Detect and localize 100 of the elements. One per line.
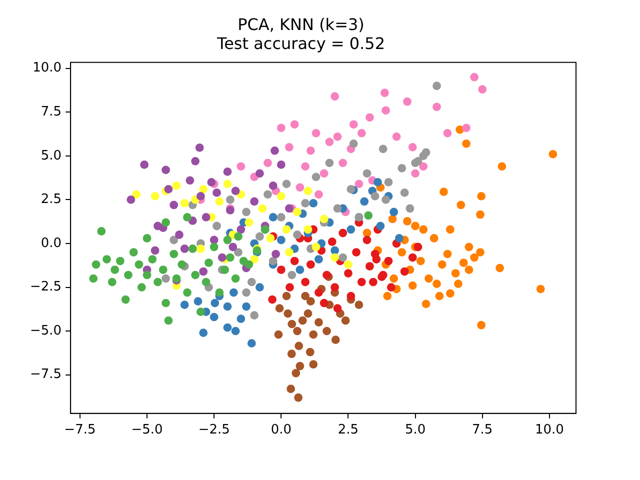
point <box>282 225 291 234</box>
point <box>362 236 372 244</box>
point <box>349 139 358 148</box>
point <box>364 211 373 220</box>
point <box>443 250 452 258</box>
point <box>403 97 412 106</box>
point <box>354 180 364 188</box>
point <box>312 172 320 182</box>
point <box>180 199 189 208</box>
point <box>162 274 170 283</box>
point <box>304 309 312 318</box>
point <box>231 326 240 336</box>
point <box>121 295 130 304</box>
point <box>258 204 267 213</box>
point <box>325 138 334 146</box>
point <box>330 92 340 101</box>
point <box>446 225 454 234</box>
point <box>414 156 422 166</box>
point <box>175 230 184 239</box>
x-tick-label: 0.0 <box>270 422 292 438</box>
point <box>256 283 264 292</box>
point <box>536 284 545 294</box>
point <box>290 256 299 266</box>
point <box>496 264 504 272</box>
point <box>476 248 484 256</box>
point <box>268 295 277 304</box>
point <box>247 278 256 286</box>
point <box>178 260 186 269</box>
point <box>306 260 315 269</box>
point <box>256 232 264 241</box>
point <box>210 242 218 252</box>
point <box>202 213 210 222</box>
point <box>338 253 348 262</box>
point <box>498 162 506 171</box>
point <box>234 232 242 241</box>
y-tick-label: 0.0 <box>40 236 62 251</box>
point <box>236 314 246 324</box>
point <box>362 169 372 178</box>
point <box>419 225 428 234</box>
point <box>451 269 460 278</box>
point <box>199 328 208 338</box>
y-tick-label: −2.5 <box>30 280 62 295</box>
point <box>282 180 291 188</box>
point <box>298 316 307 325</box>
point <box>293 208 302 216</box>
point <box>264 190 272 199</box>
point <box>231 186 240 196</box>
point <box>440 188 448 196</box>
point <box>172 182 181 190</box>
point <box>438 260 446 269</box>
point <box>548 150 558 158</box>
point <box>276 160 286 169</box>
point <box>129 248 138 256</box>
point <box>344 269 352 278</box>
point <box>186 176 194 185</box>
point <box>195 144 204 152</box>
point <box>408 253 417 262</box>
point <box>430 234 438 242</box>
point <box>314 288 323 297</box>
point <box>301 292 310 300</box>
point <box>210 312 218 322</box>
point <box>477 320 486 330</box>
point <box>306 297 315 306</box>
point <box>180 244 189 253</box>
point <box>294 393 303 402</box>
point <box>341 316 350 325</box>
point <box>462 124 470 132</box>
point <box>150 246 160 255</box>
point <box>384 256 393 266</box>
point <box>191 156 200 166</box>
point <box>285 248 294 256</box>
point <box>432 280 441 288</box>
point <box>124 270 132 280</box>
point <box>382 106 390 115</box>
point <box>357 278 366 286</box>
point <box>231 274 240 283</box>
point <box>250 197 259 206</box>
point <box>320 298 328 308</box>
point <box>207 178 216 186</box>
point <box>390 274 398 283</box>
y-tick-label: −5.0 <box>30 323 62 338</box>
point <box>242 302 250 311</box>
point <box>306 348 314 356</box>
point <box>134 260 144 269</box>
point <box>92 260 100 269</box>
point <box>330 246 340 255</box>
y-tick-label: 5.0 <box>40 148 62 164</box>
point <box>212 188 221 197</box>
point <box>338 158 348 168</box>
point <box>212 222 221 230</box>
point <box>288 320 296 328</box>
point <box>360 197 369 206</box>
point <box>199 185 208 194</box>
point <box>170 200 178 210</box>
point <box>314 255 323 264</box>
y-tick-label: 2.5 <box>40 192 62 208</box>
point <box>218 253 226 262</box>
point <box>422 148 430 157</box>
point <box>390 208 398 216</box>
y-tick-label: −7.5 <box>30 367 62 382</box>
